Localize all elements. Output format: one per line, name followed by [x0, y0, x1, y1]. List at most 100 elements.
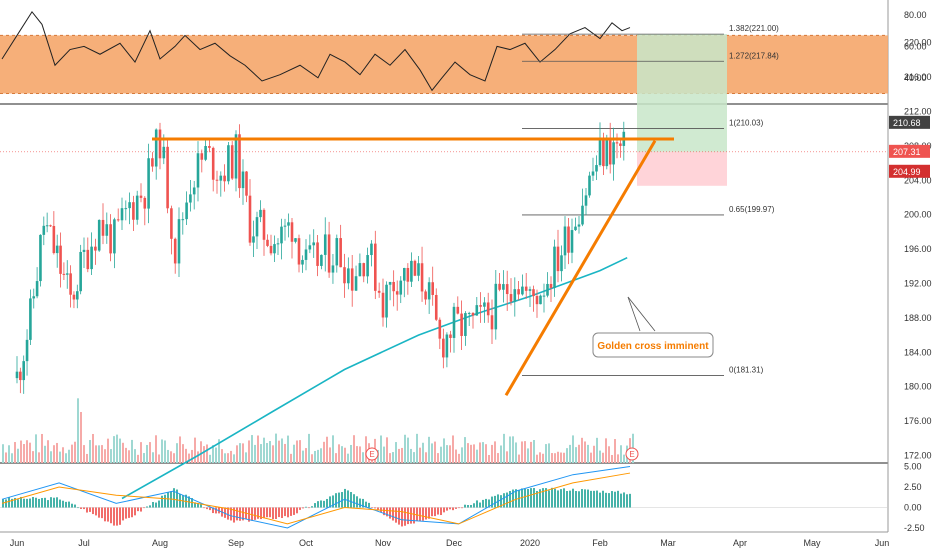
candle-body [259, 209, 262, 218]
volume-bar [458, 453, 460, 463]
macd-histogram-bar [551, 487, 553, 508]
volume-bar [245, 452, 247, 463]
macd-histogram-bar [260, 507, 262, 520]
volume-bar [227, 453, 229, 463]
candle-body [570, 230, 574, 253]
macd-histogram-bar [593, 490, 595, 508]
price-tick-label: 184.00 [904, 347, 932, 357]
candle-body [294, 238, 297, 242]
macd-histogram-bar [239, 507, 241, 521]
macd-histogram-bar [107, 507, 109, 522]
macd-histogram-bar [374, 507, 376, 509]
macd-histogram-bar [581, 489, 583, 508]
candle-body [574, 226, 577, 231]
candle-body [567, 226, 570, 253]
volume-bar [56, 442, 58, 463]
volume-bar [563, 452, 565, 463]
volume-bar [539, 452, 541, 463]
candle-body [542, 295, 546, 297]
candle-body [162, 146, 166, 159]
macd-histogram-bar [386, 507, 388, 517]
macd-histogram-bar [611, 491, 613, 508]
candle-body [602, 138, 605, 167]
macd-tick-label: 5.00 [904, 462, 922, 472]
volume-bar [242, 443, 244, 463]
volume-bar [302, 450, 304, 463]
candle-body [287, 222, 290, 226]
volume-bar [176, 443, 178, 463]
volume-bar [464, 437, 466, 463]
candle-body [350, 268, 354, 291]
macd-histogram-bar [413, 507, 415, 524]
volume-bar [323, 441, 325, 463]
annotation-pointer [627, 296, 656, 332]
candle-body [553, 246, 556, 288]
volume-bar [173, 453, 175, 463]
month-tick-label: May [803, 538, 821, 548]
candle-body [517, 289, 520, 295]
macd-histogram-bar [356, 496, 358, 508]
macd-histogram-bar [8, 497, 10, 508]
rsi-tick-label: 40.00 [904, 73, 927, 83]
macd-histogram-bar [29, 498, 31, 508]
volume-bar [509, 436, 511, 463]
macd-histogram-bar [584, 489, 586, 508]
macd-histogram-bar [251, 507, 253, 521]
candle-body [241, 171, 245, 189]
volume-bar [500, 445, 502, 463]
macd-histogram-bar [125, 507, 127, 519]
volume-bar [80, 412, 82, 463]
candle-body [266, 239, 269, 246]
volume-bar [506, 451, 508, 463]
candle-body [230, 145, 234, 179]
volume-bar [230, 450, 232, 463]
candle-body [556, 246, 560, 272]
volume-bar [590, 452, 592, 463]
macd-histogram-bar [131, 507, 133, 518]
candle-body [143, 197, 147, 209]
macd-histogram-bar [23, 498, 25, 508]
volume-bar [380, 435, 382, 463]
volume-bar [287, 435, 289, 463]
candle-body [166, 146, 169, 209]
month-tick-label: Mar [660, 538, 676, 548]
volume-bar [206, 444, 208, 463]
volume-bar [347, 453, 349, 463]
candle-body [25, 339, 29, 362]
volume-bar [527, 448, 529, 463]
volume-bar [125, 447, 127, 463]
stop-loss-zone [637, 151, 727, 186]
volume-bar [524, 441, 526, 463]
macd-histogram-bar [344, 488, 346, 508]
uptrend-line[interactable] [504, 139, 657, 397]
candle-body [388, 281, 392, 285]
macd-histogram-bar [371, 507, 373, 509]
earnings-marker[interactable] [365, 447, 379, 461]
candle-body [403, 267, 406, 281]
macd-histogram-bar [248, 507, 250, 522]
volume-bar [383, 446, 385, 463]
earnings-marker[interactable] [625, 447, 639, 461]
month-tick-label: Nov [375, 538, 392, 548]
candle-body [109, 224, 112, 254]
candle-body [442, 338, 445, 358]
fib-level-label: 0(181.31) [729, 365, 764, 374]
volume-bar [194, 437, 196, 463]
candle-body [52, 225, 56, 254]
macd-histogram-bar [536, 491, 538, 508]
macd-histogram-bar [173, 488, 175, 508]
volume-bar [14, 442, 16, 463]
rsi-band [0, 35, 888, 94]
candle-body [173, 238, 177, 264]
volume-bar [473, 444, 475, 463]
fib-level-label: 1(210.03) [729, 118, 764, 127]
candle-body [612, 142, 615, 165]
annotation-pointer [627, 296, 641, 332]
volume-bar [389, 453, 391, 463]
candle-body [59, 245, 62, 274]
candle-body [223, 175, 226, 182]
macd-histogram-bar [284, 507, 286, 517]
macd-histogram-bar [137, 507, 139, 512]
candle-body [280, 226, 283, 244]
